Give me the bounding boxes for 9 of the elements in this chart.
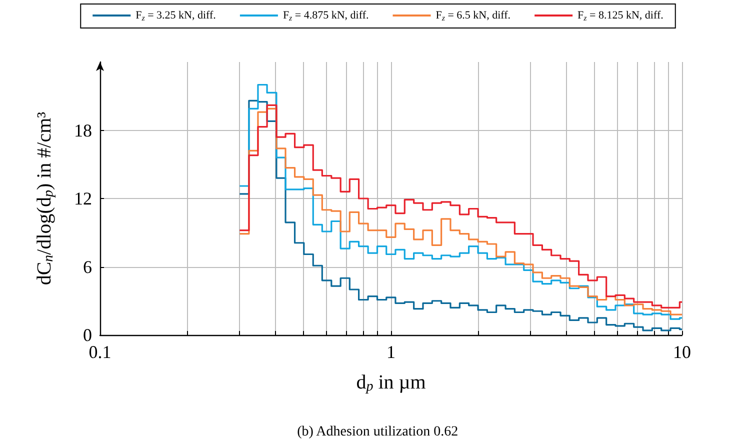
text: (b) Adhesion utilization 0.62: [297, 424, 458, 440]
x-tick-label: 1: [386, 342, 396, 362]
y-tick-label: 18: [74, 120, 92, 140]
x-tick-label: 0.1: [88, 342, 112, 362]
y-tick-label: 6: [83, 256, 92, 277]
y-tick-label: 12: [74, 188, 92, 208]
y-axis-title: dCn/dlog(dp) in #/cm³: [34, 112, 56, 286]
y-tick-label: 0: [83, 325, 92, 345]
x-tick-label: 10: [673, 342, 691, 362]
